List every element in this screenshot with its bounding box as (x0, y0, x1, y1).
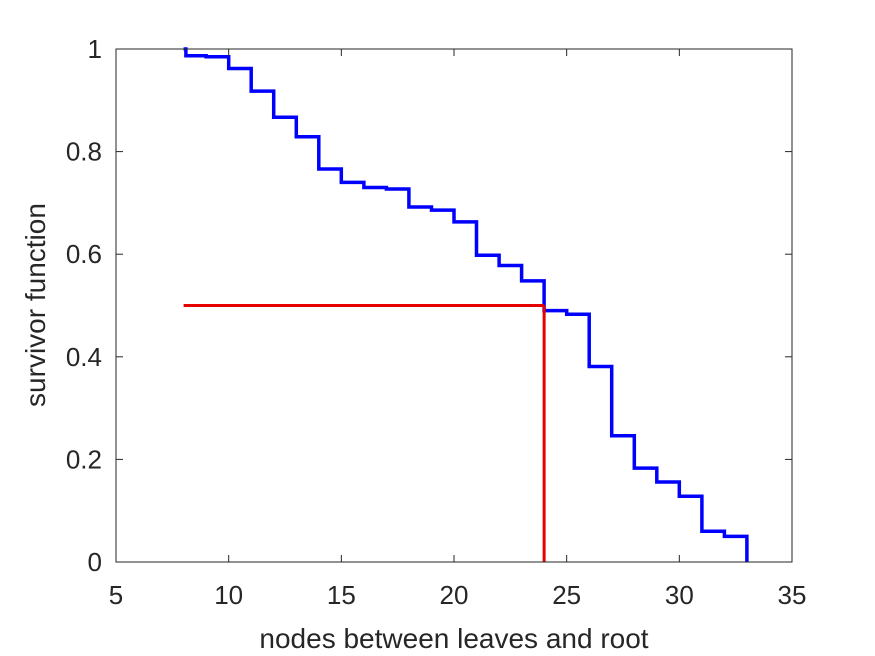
x-axis-ticks: 5 10 15 20 25 30 35 (109, 49, 807, 610)
y-tick-label: 0.6 (66, 239, 102, 269)
x-tick-label: 30 (665, 580, 694, 610)
plot-lines (183, 47, 749, 562)
y-axis-label: survivor function (20, 203, 51, 407)
y-tick-label: 1 (88, 34, 102, 64)
y-tick-label: 0.4 (66, 342, 102, 372)
x-tick-label: 35 (778, 580, 807, 610)
x-tick-label: 15 (327, 580, 356, 610)
x-tick-label: 10 (214, 580, 243, 610)
x-tick-label: 5 (109, 580, 123, 610)
y-tick-label: 0 (88, 547, 102, 577)
x-axis-label: nodes between leaves and root (259, 623, 648, 654)
y-tick-label: 0.8 (66, 137, 102, 167)
x-tick-label: 20 (440, 580, 469, 610)
survivor-curve (183, 47, 749, 562)
x-tick-label: 25 (552, 580, 581, 610)
y-axis-ticks: 0 0.2 0.4 0.6 0.8 1 (66, 34, 792, 577)
y-tick-label: 0.2 (66, 444, 102, 474)
